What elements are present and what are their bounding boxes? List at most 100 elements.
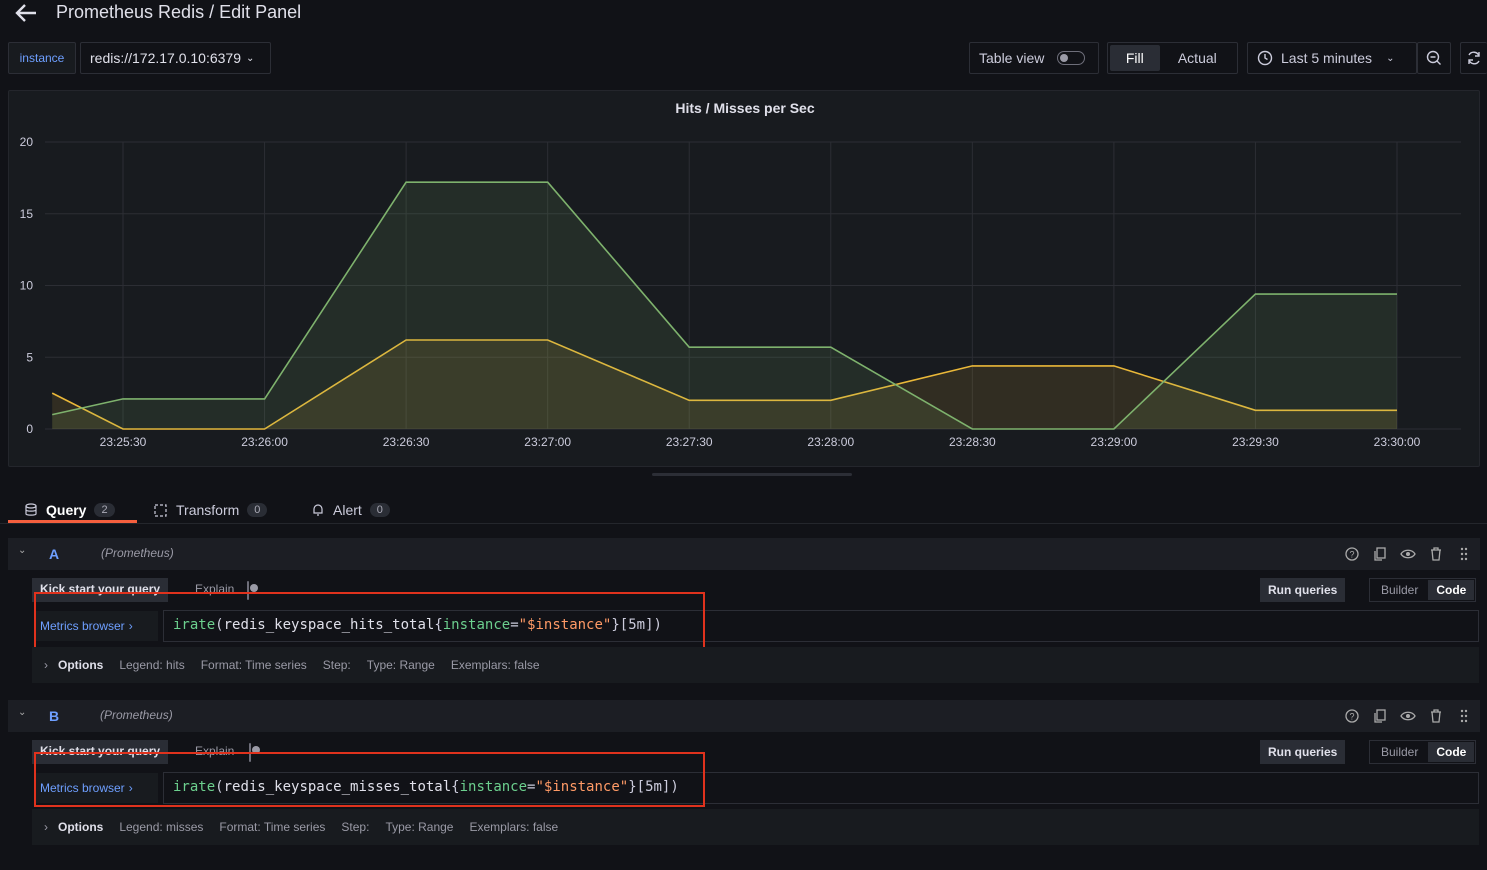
panel-title: Hits / Misses per Sec [675,100,815,116]
timeseries-chart[interactable]: 0 5 10 15 20 23:25:30 23:26:00 23:26:30 23:27:00… [9,91,1481,468]
refresh-button[interactable] [1460,42,1487,74]
drag-handle-icon[interactable] [1456,708,1472,724]
query-input[interactable]: irate(redis_keyspace_misses_total{instan… [163,772,1479,804]
chevron-down-icon[interactable]: ⌄ [18,707,27,718]
eye-icon[interactable] [1400,546,1416,562]
query-range: [5m] [636,779,671,795]
options-exemplars: Exemplars: false [469,820,559,834]
builder-mode-button[interactable]: Builder [1381,745,1419,759]
query-row-header[interactable]: ⌄ A (Prometheus) ? [8,538,1480,570]
x-tick-label: 23:27:30 [666,435,713,449]
copy-icon[interactable] [1372,546,1388,562]
fill-button[interactable]: Fill [1110,45,1160,71]
query-ref-id[interactable]: A [49,546,60,562]
code-mode-button[interactable]: Code [1428,580,1475,600]
bell-icon [313,504,323,516]
options-legend: Legend: misses [119,820,204,834]
query-row-actions: ? [1344,546,1472,562]
metrics-browser-label: Metrics browser [40,619,125,633]
query-function: irate [173,779,216,795]
tab-query[interactable]: Query 2 [24,496,115,524]
explain-label: Explain [195,744,235,758]
series-line-misses[interactable] [51,339,1397,430]
trash-icon[interactable] [1428,546,1444,562]
drag-handle-icon[interactable] [1456,546,1472,562]
table-view-switch[interactable] [1057,51,1086,65]
kick-start-button[interactable]: Kick start your query [32,578,169,602]
time-range-picker[interactable]: Last 5 minutes ⌄ [1247,42,1417,74]
arrow-left-icon[interactable] [12,2,40,24]
query-row-header[interactable]: ⌄ B (Prometheus) ? [8,700,1480,732]
actual-button[interactable]: Actual [1177,50,1217,66]
tab-alert[interactable]: Alert 0 [311,496,390,524]
y-tick-label: 0 [26,422,33,436]
query-options-row[interactable]: › Options Legend: hits Format: Time seri… [32,647,1479,683]
svg-text:?: ? [1349,550,1354,560]
query-row-actions: ? [1344,708,1472,724]
clock-icon [1257,50,1273,66]
options-legend: Legend: hits [119,658,185,672]
metrics-browser-label: Metrics browser [40,781,125,795]
highlight-box [34,592,705,649]
x-tick-label: 23:30:00 [1374,435,1421,449]
chevron-right-icon: › [128,781,133,795]
time-range-label: Last 5 minutes [1281,50,1373,66]
y-tick-label: 10 [20,279,34,293]
options-step: Step: [341,820,370,834]
query-label-key: instance [442,617,511,633]
query-ref-id[interactable]: B [49,708,60,724]
builder-mode-button[interactable]: Builder [1381,583,1419,597]
metrics-browser-button[interactable]: Metrics browser › [36,611,158,641]
tab-transform-count: 0 [247,503,268,517]
query-datasource: (Prometheus) [101,546,174,560]
x-tick-label: 23:26:30 [383,435,430,449]
tab-transform-label: Transform [176,502,240,518]
database-icon [25,503,37,516]
graph-panel: Hits / Misses per Sec 0 5 10 15 20 23:25:30 23… [8,90,1480,467]
query-metric: redis_keyspace_misses_total [223,779,452,795]
x-tick-label: 23:28:30 [949,435,996,449]
help-icon[interactable]: ? [1344,708,1360,724]
tab-transform[interactable]: Transform 0 [153,496,268,524]
panel-resize-handle[interactable] [652,473,852,476]
editor-mode-toggle: Builder Code [1369,740,1477,764]
highlight-box [34,752,705,807]
x-tick-label: 23:25:30 [100,435,147,449]
copy-icon[interactable] [1372,708,1388,724]
tab-query-label: Query [46,502,87,518]
options-format: Format: Time series [219,820,326,834]
chevron-down-icon[interactable]: ⌄ [18,545,27,556]
series-line-hits[interactable] [52,181,1397,430]
y-tick-label: 5 [26,350,33,364]
run-queries-button[interactable]: Run queries [1260,578,1346,602]
metrics-browser-button[interactable]: Metrics browser › [36,773,158,803]
page-title: Prometheus Redis / Edit Panel [56,2,302,22]
help-icon[interactable]: ? [1344,546,1360,562]
x-tick-label: 23:29:00 [1091,435,1138,449]
chevron-down-icon: ⌄ [1386,52,1395,64]
table-view-label: Table view [979,50,1045,66]
y-tick-label: 20 [20,135,34,149]
options-title: Options [58,658,104,672]
options-format: Format: Time series [200,658,307,672]
editor-mode-toggle: Builder Code [1369,578,1477,602]
options-type: Type: Range [366,658,435,672]
series-area-hits [52,182,1398,429]
zoom-out-icon [1426,50,1441,65]
refresh-icon [1468,51,1480,65]
run-queries-button[interactable]: Run queries [1260,740,1346,764]
x-tick-label: 23:26:00 [241,435,288,449]
eye-icon[interactable] [1400,708,1416,724]
instance-variable-select[interactable]: redis://172.17.0.10:6379 ⌄ [80,42,271,74]
tab-alert-count: 0 [369,503,390,517]
trash-icon[interactable] [1428,708,1444,724]
code-mode-button[interactable]: Code [1428,742,1475,762]
query-options-row[interactable]: › Options Legend: misses Format: Time se… [32,809,1479,845]
query-input[interactable]: irate(redis_keyspace_hits_total{instance… [163,610,1479,642]
zoom-out-button[interactable] [1417,42,1451,74]
options-step: Step: [322,658,351,672]
query-label-value: "$instance" [535,779,629,795]
query-range: [5m] [619,617,654,633]
query-function: irate [173,617,216,633]
table-view-toggle[interactable]: Table view [969,42,1099,74]
